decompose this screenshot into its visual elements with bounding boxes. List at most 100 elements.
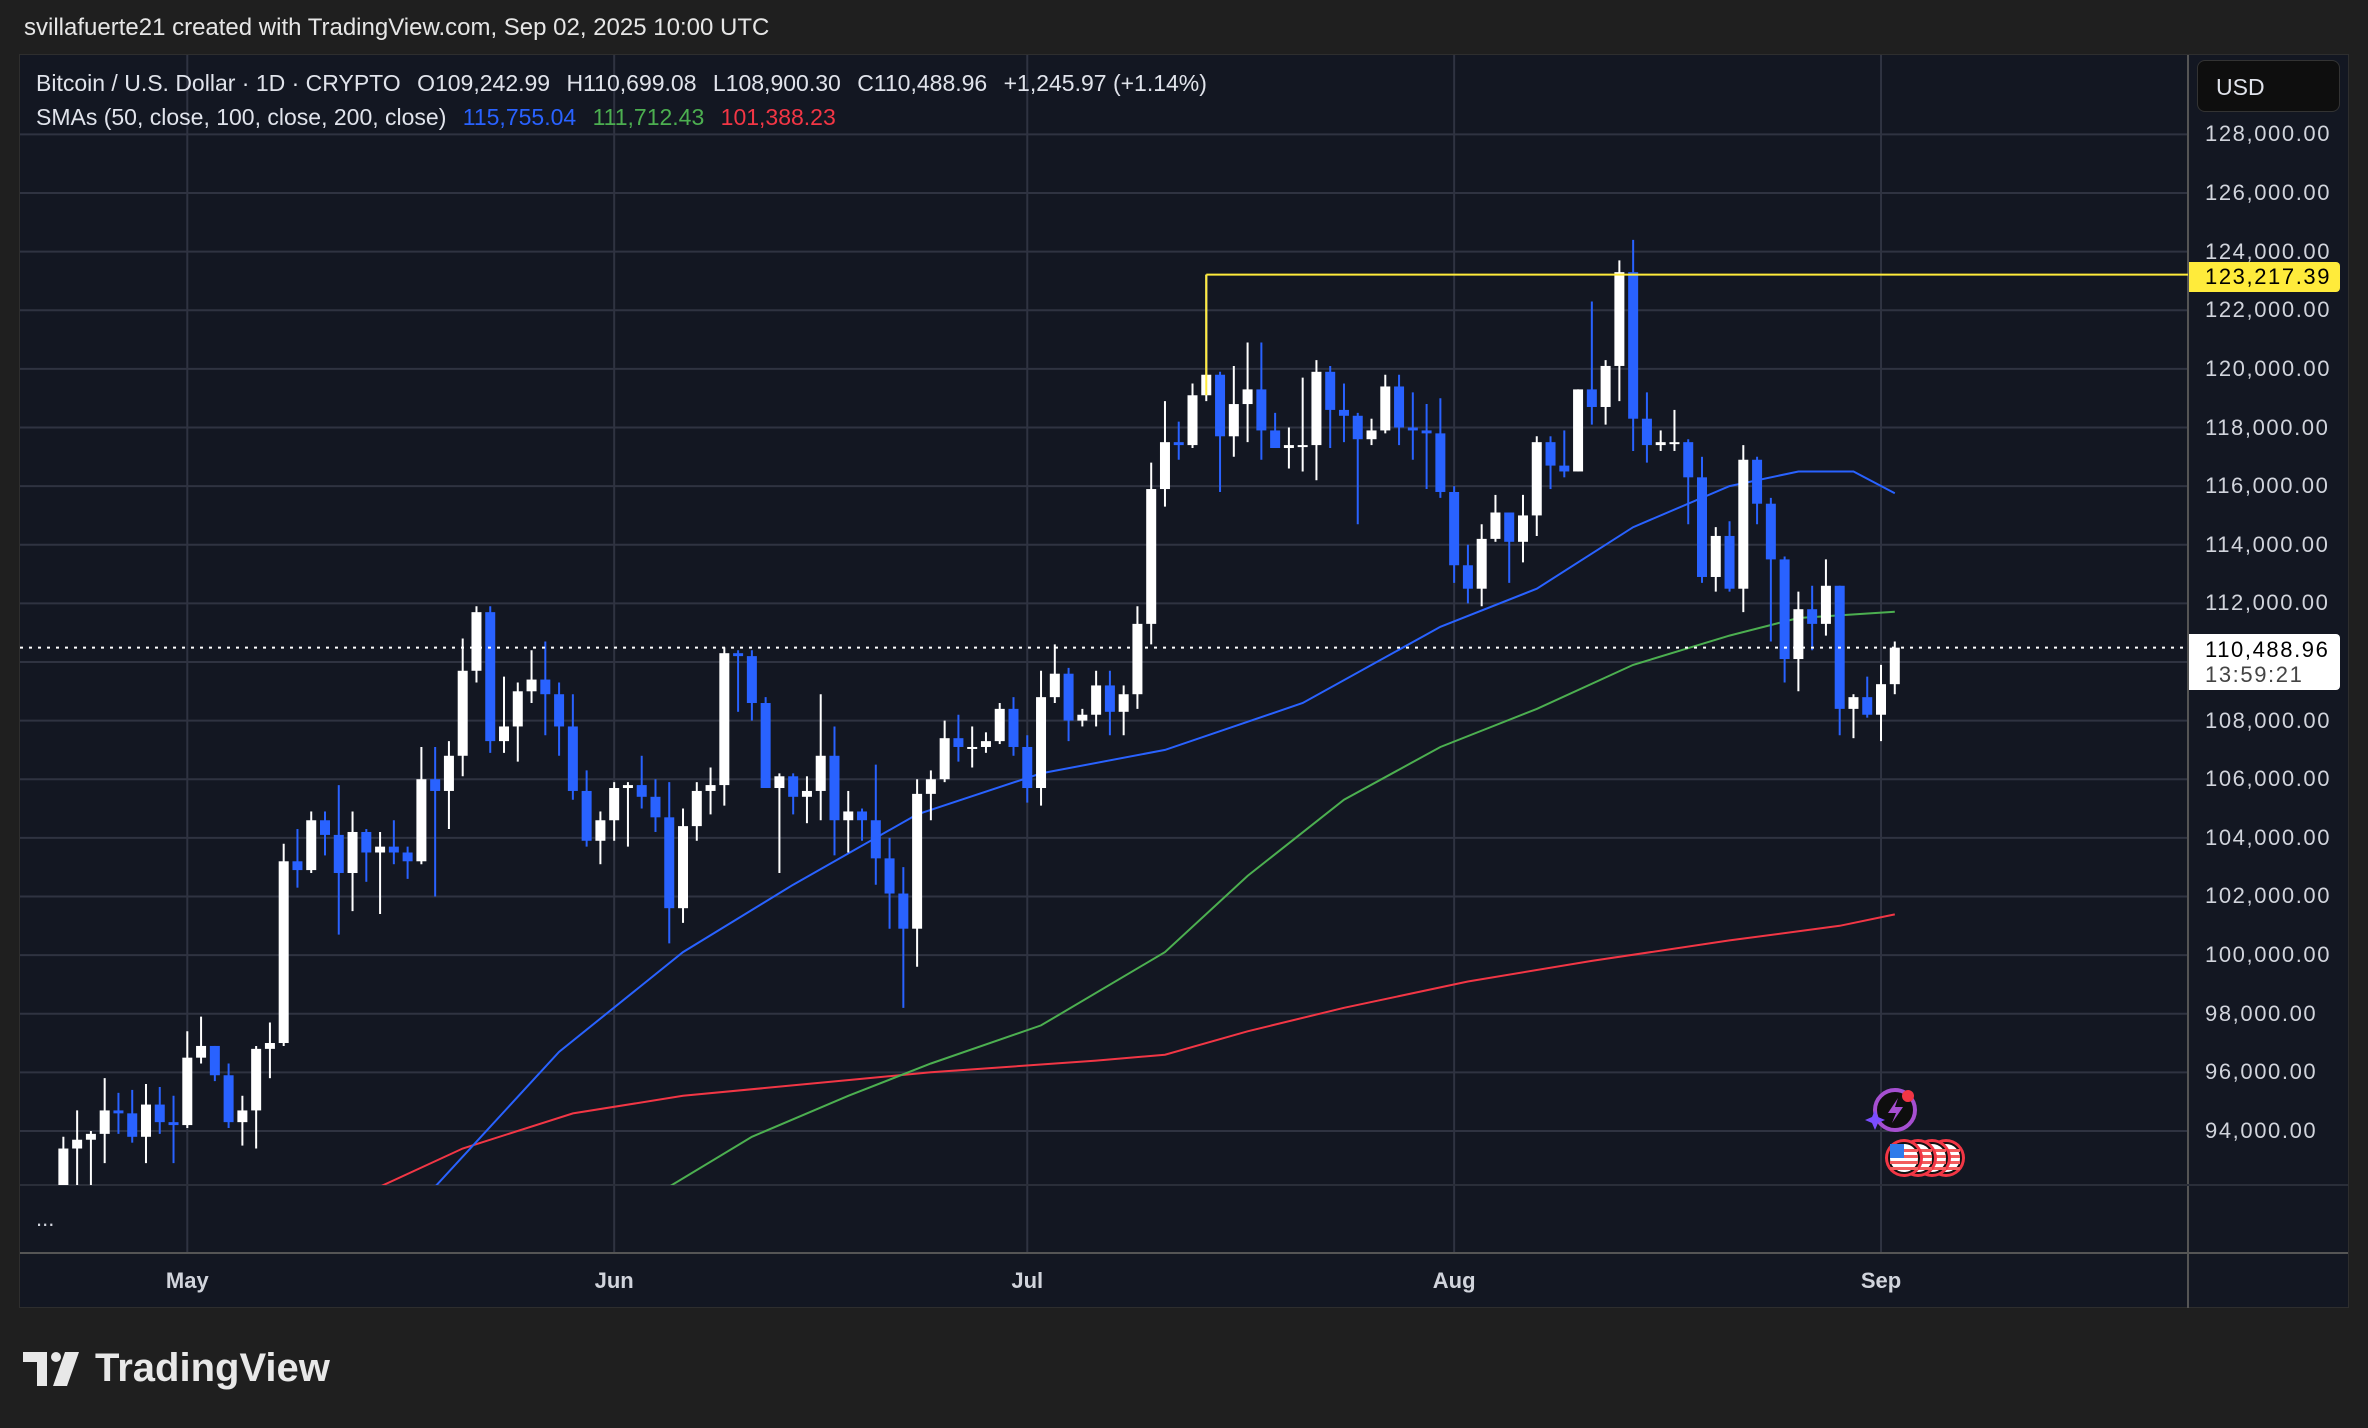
candle	[1380, 374, 1391, 434]
candle	[58, 1136, 69, 1185]
candle	[485, 606, 496, 753]
candle-body	[719, 653, 730, 786]
candle	[223, 1063, 234, 1129]
tradingview-logo-text: TradingView	[95, 1346, 330, 1390]
candle-body	[691, 790, 702, 827]
price-tick-label: 120,000.00	[2205, 355, 2332, 381]
time-tick-label: Aug	[1432, 1268, 1476, 1293]
candle	[925, 770, 936, 821]
candle-body	[196, 1045, 207, 1058]
price-tick-label: 104,000.00	[2205, 824, 2332, 850]
price-tick-label: 100,000.00	[2205, 942, 2332, 968]
candle-body	[306, 820, 317, 871]
candle	[1504, 512, 1515, 583]
candle	[678, 808, 689, 923]
candle	[953, 714, 964, 762]
candle	[1669, 409, 1680, 451]
candle	[1228, 365, 1239, 457]
candle	[1848, 694, 1859, 739]
candle	[333, 785, 344, 935]
candle-body	[622, 785, 633, 789]
tradingview-logo-icon	[23, 1351, 79, 1386]
candle	[430, 746, 441, 897]
candle-body	[1669, 442, 1680, 445]
sma-label[interactable]: SMAs (50, close, 100, close, 200, close)	[36, 104, 447, 130]
candle-body	[884, 858, 895, 894]
candle-body	[443, 755, 454, 791]
candle-body	[829, 755, 840, 821]
candle	[1449, 486, 1460, 583]
candle-body	[994, 708, 1005, 742]
candle	[1490, 494, 1501, 542]
candle	[72, 1110, 83, 1185]
us-flag-event-icon	[1885, 1139, 1923, 1177]
candle	[1256, 342, 1267, 460]
price-tick-label: 106,000.00	[2205, 766, 2332, 792]
candle	[526, 650, 537, 704]
candle	[347, 811, 358, 912]
candle	[636, 755, 647, 809]
candle	[443, 741, 454, 830]
candle-body	[223, 1075, 234, 1123]
candle-body	[788, 776, 799, 797]
candle-body	[526, 679, 537, 692]
candle	[1834, 585, 1845, 736]
candle-body	[430, 779, 441, 791]
candle	[99, 1078, 110, 1164]
candle-body	[843, 811, 854, 821]
candle-body	[815, 755, 826, 791]
sma50-value: 115,755.04	[462, 104, 577, 130]
sma100-value: 111,712.43	[592, 104, 705, 130]
candle	[1022, 735, 1033, 803]
candle-body	[554, 694, 565, 727]
candle-body	[1683, 442, 1694, 478]
candle-body	[1311, 371, 1322, 446]
candle-body	[320, 820, 330, 835]
candle	[1407, 392, 1418, 460]
candle	[788, 773, 799, 815]
candle	[609, 782, 620, 841]
candle-body	[1091, 685, 1102, 715]
candle-body	[1655, 442, 1666, 446]
candle-body	[154, 1104, 165, 1123]
symbol-name[interactable]: Bitcoin / U.S. Dollar · 1D · CRYPTO	[36, 70, 401, 96]
candle	[1077, 708, 1088, 727]
candle-body	[1104, 685, 1115, 712]
candle	[1765, 497, 1776, 642]
candle-body	[127, 1113, 138, 1137]
sma50-line	[435, 470, 1896, 1185]
candle	[595, 811, 606, 865]
candle-body	[264, 1043, 275, 1049]
candle-body	[1118, 694, 1129, 712]
candle-body	[595, 820, 606, 841]
candle	[1394, 374, 1405, 446]
candle	[320, 811, 330, 856]
candle	[278, 843, 289, 1046]
currency-button[interactable]: USD	[2197, 60, 2340, 112]
price-tick-label: 98,000.00	[2205, 1000, 2318, 1026]
candle-body	[898, 893, 909, 929]
candle-body	[1573, 389, 1584, 472]
candle-body	[113, 1110, 124, 1114]
more-indicators-button[interactable]: ...	[36, 1206, 55, 1231]
candle-body	[801, 790, 812, 797]
candle-body	[636, 785, 647, 797]
candle-body	[1407, 427, 1418, 431]
candle-body	[499, 726, 510, 742]
candle	[1311, 360, 1322, 481]
candle-body	[1366, 430, 1377, 440]
candle-body	[1338, 409, 1349, 416]
candle	[1876, 664, 1887, 742]
candle	[154, 1086, 165, 1134]
candle	[512, 682, 523, 762]
candle	[760, 697, 771, 789]
candle	[1421, 404, 1432, 490]
candle	[1724, 521, 1735, 592]
candle-body	[1132, 623, 1143, 695]
price-tick-label: 114,000.00	[2205, 531, 2330, 557]
level-price-label: 123,217.39	[2189, 262, 2340, 292]
candle-body	[1228, 404, 1239, 437]
candle	[815, 694, 826, 821]
candle	[581, 770, 592, 847]
